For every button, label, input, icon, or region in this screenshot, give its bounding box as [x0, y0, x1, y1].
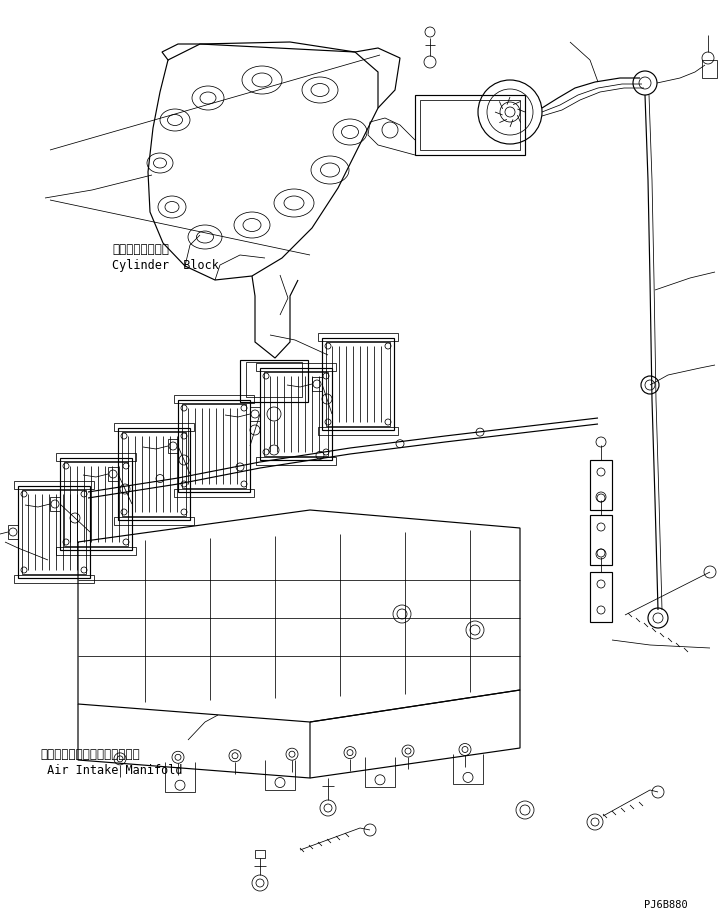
Bar [14, 575, 94, 583]
Bar [590, 515, 612, 565]
Bar [702, 60, 717, 78]
Bar [14, 481, 94, 489]
Text: エアーインテイクマニホルード: エアーインテイクマニホルード [40, 748, 139, 761]
Bar [240, 360, 308, 402]
Bar [246, 362, 302, 397]
Bar [318, 427, 398, 435]
Bar [590, 460, 612, 510]
Bar [415, 95, 525, 155]
Bar [182, 404, 246, 488]
Bar [64, 462, 128, 546]
Bar [264, 372, 328, 456]
Text: Cylinder  Block: Cylinder Block [112, 259, 219, 272]
Bar [178, 400, 250, 492]
Bar [420, 100, 520, 150]
Bar [174, 395, 254, 403]
Bar [322, 338, 394, 430]
Bar [18, 486, 90, 578]
Bar [118, 428, 190, 520]
Bar [590, 572, 612, 622]
Bar [114, 423, 194, 431]
Text: PJ6B880: PJ6B880 [644, 900, 688, 910]
Bar [56, 453, 136, 461]
Bar [318, 333, 398, 341]
Text: Air Intake Manifold: Air Intake Manifold [40, 764, 183, 777]
Bar [326, 342, 390, 426]
Bar [260, 368, 332, 460]
Bar [56, 547, 136, 555]
Bar [122, 432, 186, 516]
Bar [256, 457, 336, 465]
Bar [22, 490, 86, 574]
Bar [114, 517, 194, 525]
Bar [256, 363, 336, 371]
Text: シリンダブロック: シリンダブロック [112, 243, 169, 256]
Bar [255, 850, 265, 858]
Bar [60, 458, 132, 550]
Bar [174, 489, 254, 497]
